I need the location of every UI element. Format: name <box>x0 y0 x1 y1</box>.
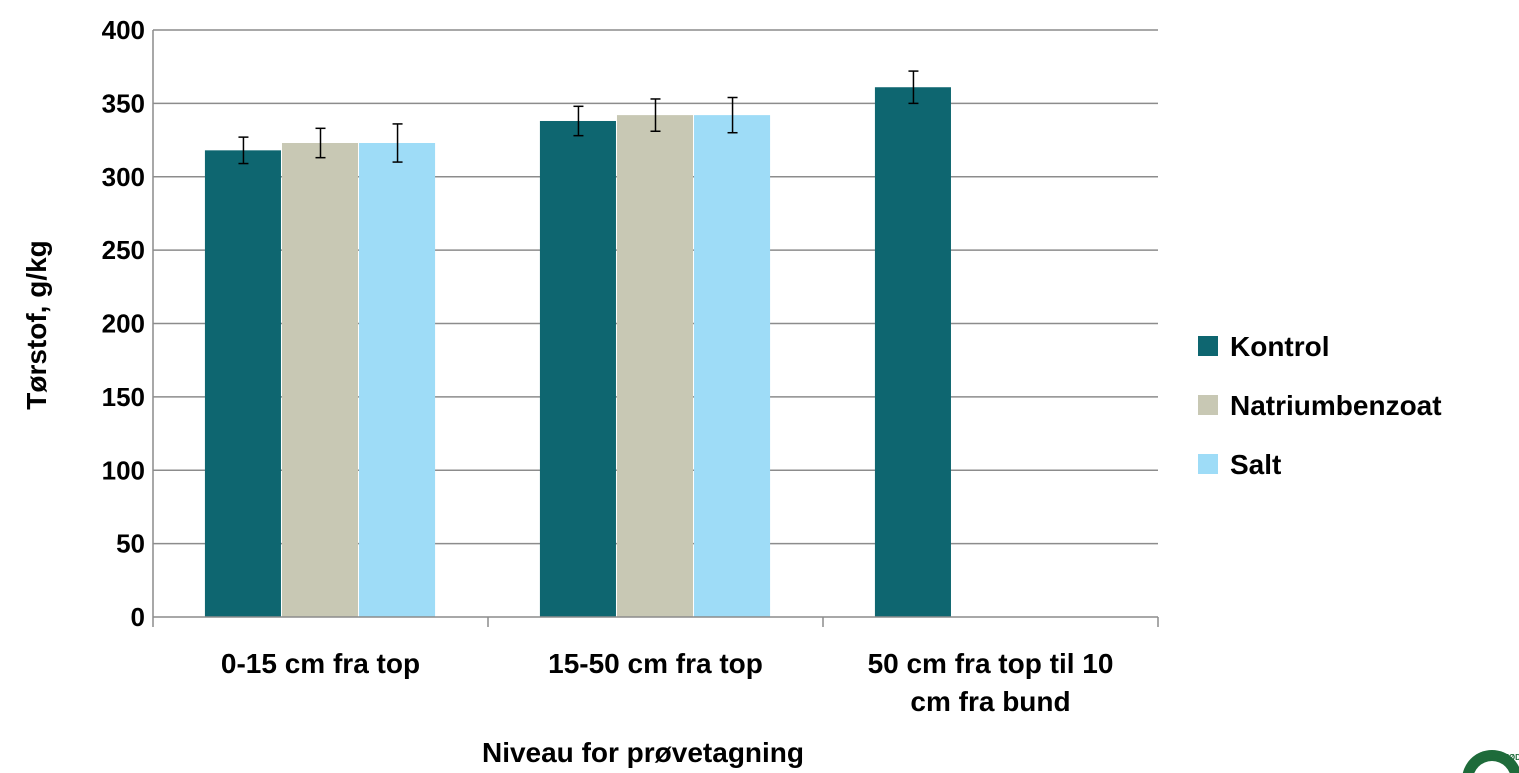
bar-kontrol <box>539 120 616 618</box>
logo-text-right: FØDE <box>1504 753 1519 762</box>
bar-kontrol <box>204 150 281 617</box>
legend-label: Kontrol <box>1230 331 1330 362</box>
legend-item: Natriumbenzoat <box>1198 390 1442 421</box>
x-category-label: 50 cm fra top til 10 <box>868 648 1114 679</box>
bar-salt <box>694 115 771 618</box>
legend-swatch <box>1198 395 1218 415</box>
bar-kontrol <box>874 87 951 618</box>
y-tick-label: 300 <box>102 162 145 192</box>
y-tick-label: 400 <box>102 15 145 45</box>
y-tick-labels: 0 50 100 150 200 250 300 350 400 <box>102 15 145 632</box>
error-bar <box>908 70 919 105</box>
legend-label: Salt <box>1230 449 1281 480</box>
legend-item: Salt <box>1198 449 1281 480</box>
y-tick-label: 100 <box>102 455 145 485</box>
legend-label: Natriumbenzoat <box>1230 390 1442 421</box>
legend-item: Kontrol <box>1198 331 1330 362</box>
brand-logo: BRUG FØDE <box>1462 750 1519 773</box>
y-tick-label: 0 <box>131 602 145 632</box>
x-axis-title: Niveau for prøvetagning <box>482 737 804 768</box>
x-category-label: cm fra bund <box>910 686 1070 717</box>
x-category-label: 15-50 cm fra top <box>548 648 763 679</box>
y-tick-label: 250 <box>102 235 145 265</box>
error-bar <box>650 98 661 133</box>
legend-swatch <box>1198 336 1218 356</box>
error-bar <box>238 136 249 165</box>
x-category-label: 0-15 cm fra top <box>221 648 420 679</box>
error-bar <box>573 105 584 137</box>
bar-natriumbenzoat <box>616 115 694 618</box>
y-tick-label: 350 <box>102 88 145 118</box>
error-bars <box>238 70 919 165</box>
y-tick-label: 50 <box>116 529 145 559</box>
x-category-labels: 0-15 cm fra top 15-50 cm fra top 50 cm fra… <box>221 648 1114 717</box>
bar-natriumbenzoat <box>281 142 359 617</box>
error-bar <box>392 123 403 163</box>
error-bar <box>315 127 326 159</box>
legend-swatch <box>1198 454 1218 474</box>
y-tick-label: 150 <box>102 382 145 412</box>
error-bar <box>727 96 738 134</box>
y-tick-label: 200 <box>102 309 145 339</box>
axes <box>152 30 1159 627</box>
legend: Kontrol Natriumbenzoat Salt <box>1198 331 1442 480</box>
y-axis-title: Tørstof, g/kg <box>21 240 52 410</box>
bar-salt <box>359 142 436 617</box>
logo-text-left: BRUG <box>1476 753 1500 762</box>
bars <box>204 87 951 618</box>
